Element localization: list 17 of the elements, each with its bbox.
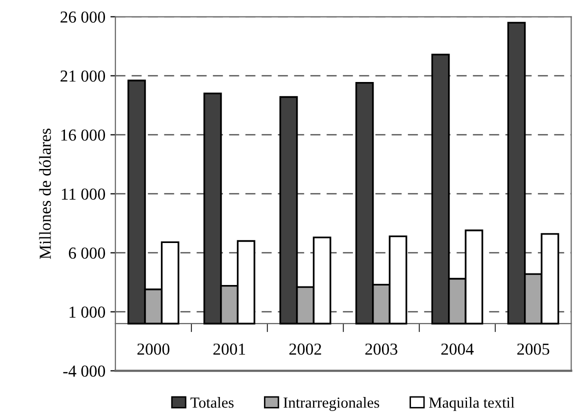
x-tick-label: 2005 [517,344,550,355]
legend-label: Maquila textil [429,397,514,411]
x-tick-label: 2000 [137,344,170,355]
x-tick-label: 2001 [213,344,246,355]
x-tick-label: 2004 [441,344,474,355]
y-tick-label: 16 000 [61,129,106,141]
y-tick-label: -4 000 [63,366,106,377]
y-axis-title: Millones de dólares [39,128,51,260]
x-tick-label: 2003 [365,344,398,355]
y-tick-label: 6 000 [68,247,106,259]
legend-label: Intrarregionales [284,397,380,411]
y-tick-label: 11 000 [62,188,106,200]
x-tick-label: 2002 [289,344,322,355]
y-tick-label: 21 000 [60,70,106,82]
legend-label: Totales [190,397,234,408]
y-tick-label: 1 000 [70,306,106,318]
y-tick-label: 26 000 [60,11,106,23]
